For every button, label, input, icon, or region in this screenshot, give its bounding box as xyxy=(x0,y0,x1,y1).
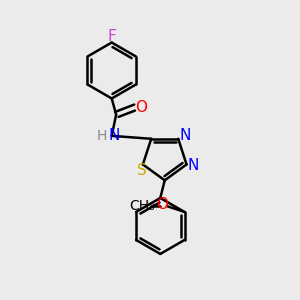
Text: S: S xyxy=(137,164,147,178)
Text: O: O xyxy=(135,100,147,115)
Text: O: O xyxy=(156,197,168,212)
Text: CH₃: CH₃ xyxy=(130,199,155,213)
Text: N: N xyxy=(188,158,199,173)
Text: F: F xyxy=(107,28,116,44)
Text: N: N xyxy=(179,128,190,143)
Text: N: N xyxy=(108,128,120,143)
Text: H: H xyxy=(97,129,107,143)
